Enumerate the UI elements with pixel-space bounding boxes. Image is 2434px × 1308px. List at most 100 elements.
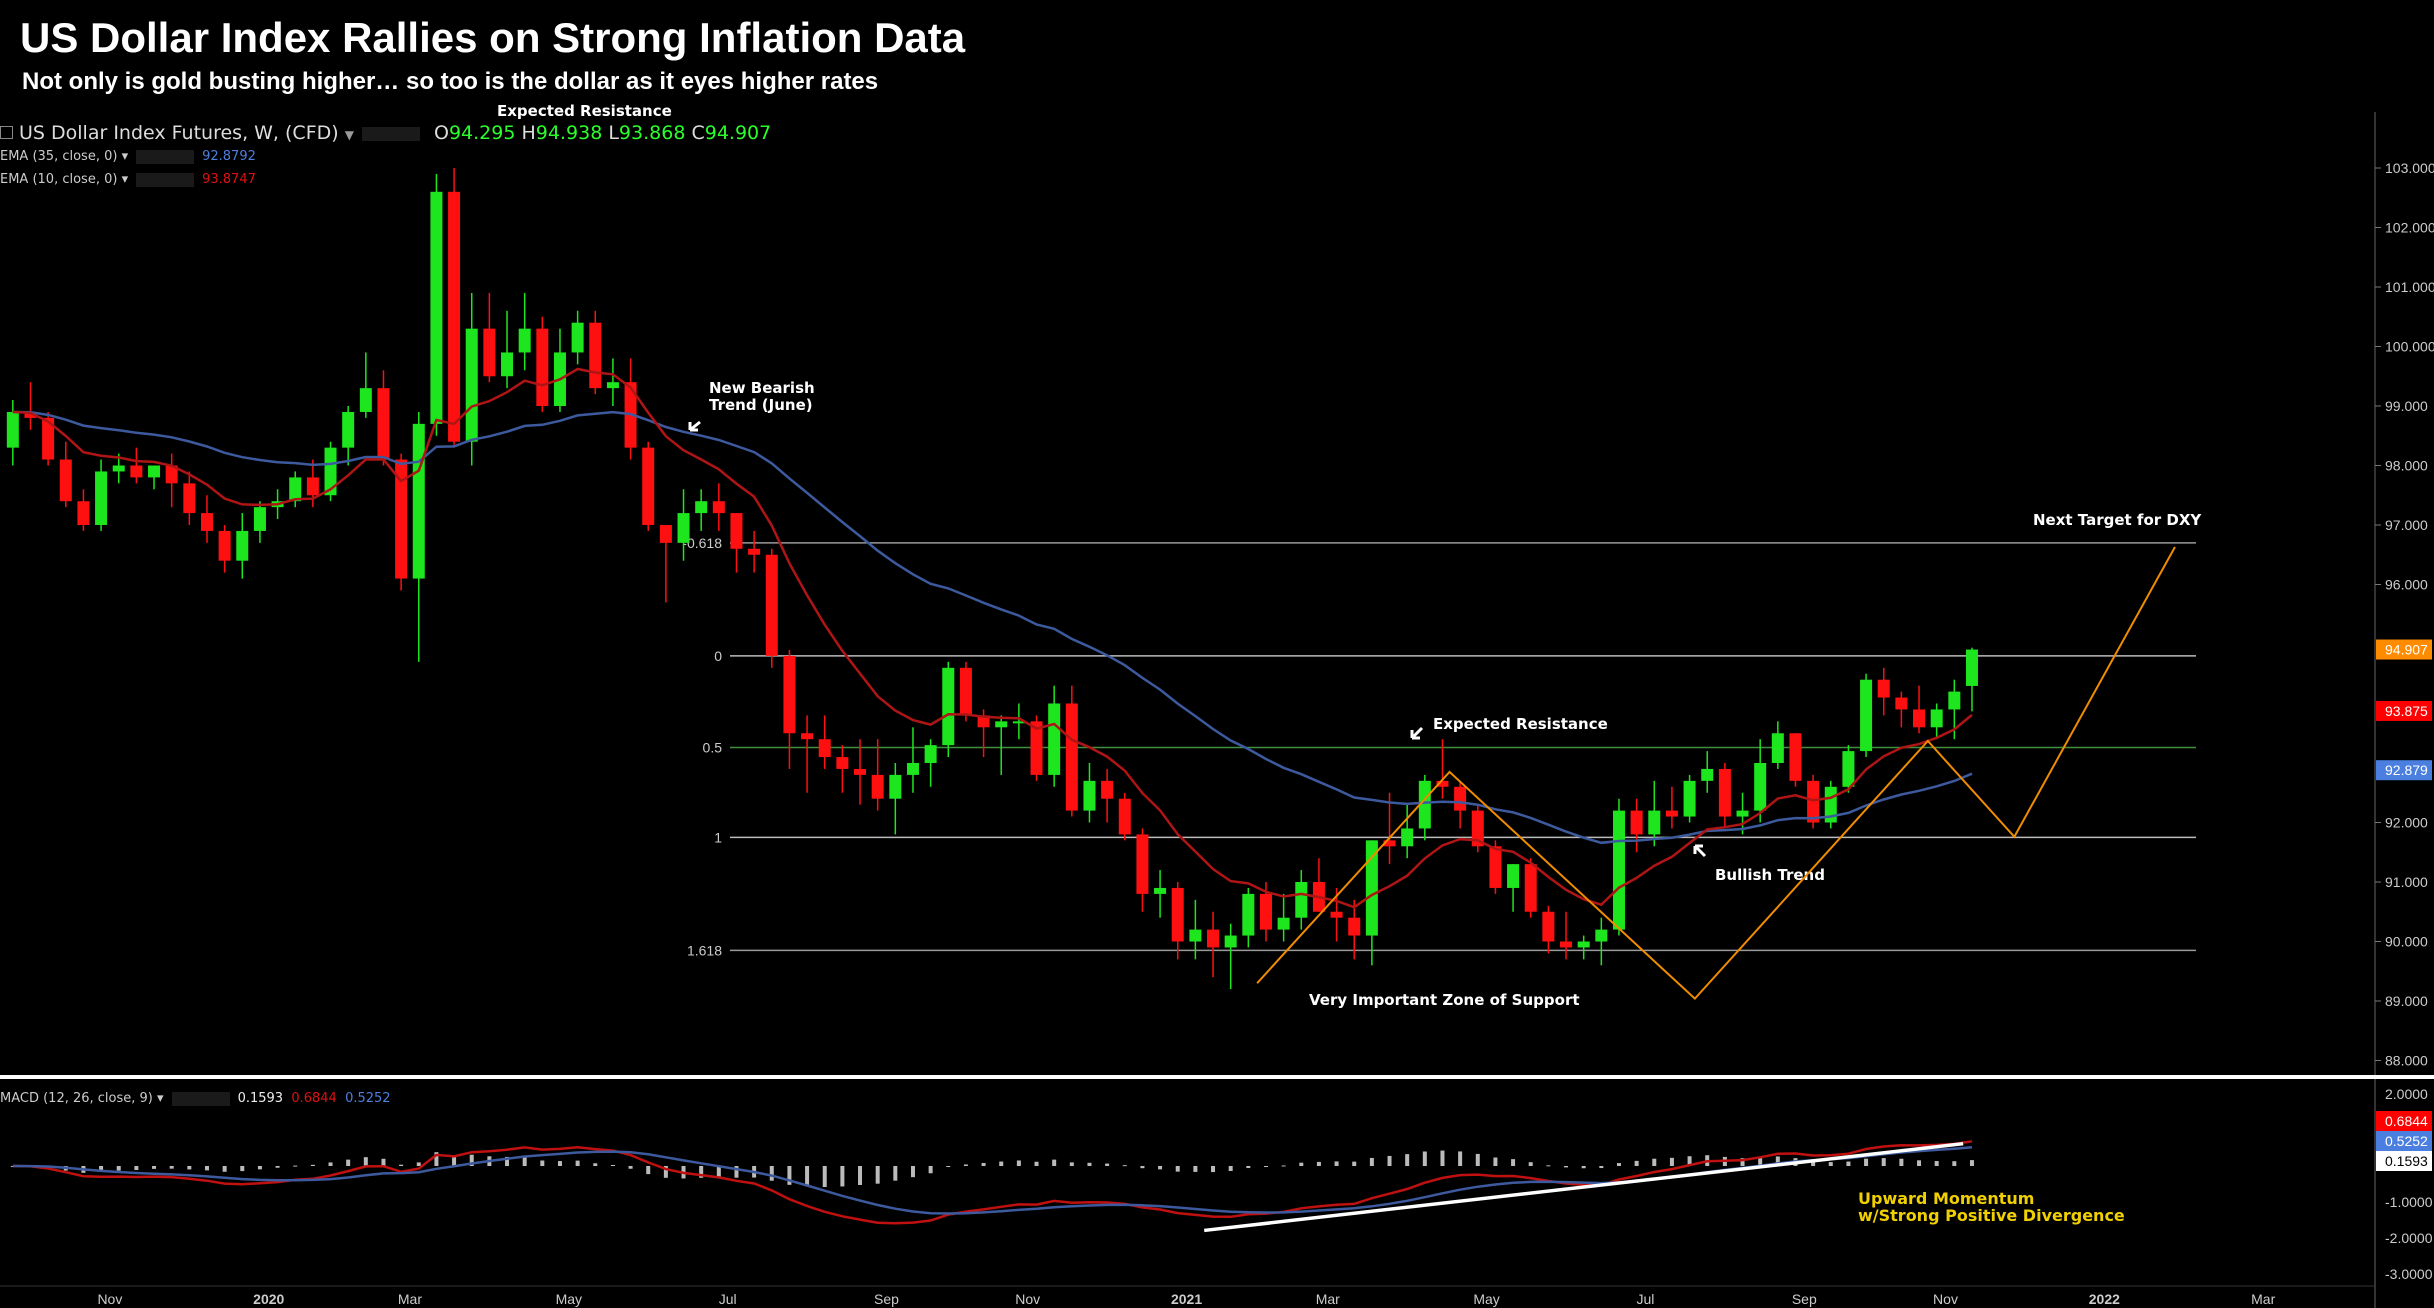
- candle-body: [1224, 935, 1237, 948]
- candle-body: [430, 191, 443, 424]
- macd-histogram-bar: [222, 1166, 227, 1172]
- settings-icons[interactable]: [171, 1091, 230, 1106]
- macd-tick-label: -2.0000: [2385, 1230, 2433, 1246]
- ema10-legend[interactable]: EMA (10, close, 0) ▾ 93.8747: [0, 172, 256, 187]
- candle-body: [6, 411, 19, 448]
- macd-histogram-bar: [469, 1154, 474, 1166]
- macd-histogram-bar: [1564, 1166, 1569, 1168]
- macd-label[interactable]: MACD (12, 26, close, 9): [0, 1091, 153, 1106]
- dropdown-icon[interactable]: ▾: [121, 172, 129, 187]
- candle-body: [218, 530, 231, 561]
- macd-histogram-bar: [999, 1161, 1004, 1166]
- fib-label: 0: [714, 648, 722, 664]
- candle-body: [130, 465, 143, 478]
- price-axis[interactable]: 88.000 89.000 90.000 91.000 92.000 96.000 97.0…: [2375, 160, 2434, 1282]
- ema10-label[interactable]: EMA (10, close, 0): [0, 172, 118, 187]
- price-badge-label: 94.907: [2385, 642, 2428, 658]
- time-label: Jul: [1636, 1291, 1654, 1307]
- time-label: May: [1473, 1291, 1499, 1307]
- settings-icons[interactable]: [136, 149, 195, 164]
- collapse-icon[interactable]: [0, 126, 13, 139]
- time-label: Mar: [1316, 1291, 1340, 1307]
- macd-histogram-bar: [452, 1156, 457, 1166]
- candle-body: [1189, 929, 1202, 942]
- macd-histogram-bar: [1281, 1165, 1286, 1167]
- ema35-legend[interactable]: EMA (35, close, 0) ▾ 92.8792: [0, 149, 256, 164]
- candle-body: [1242, 893, 1255, 936]
- candle-body: [1101, 780, 1114, 799]
- candle-body: [1207, 929, 1220, 948]
- low-label: L: [608, 122, 619, 144]
- macd-histogram-bar: [1599, 1166, 1604, 1169]
- macd-histogram-bar: [240, 1166, 245, 1172]
- candle-body: [1913, 709, 1926, 728]
- price-tick-label: 89.000: [2385, 993, 2428, 1009]
- macd-histogram-bar: [946, 1166, 951, 1168]
- macd-histogram-bar: [1846, 1161, 1851, 1166]
- annotation-momentum-line1: Upward Momentum: [1858, 1189, 2034, 1208]
- candle-body: [1754, 763, 1767, 811]
- macd-legend[interactable]: MACD (12, 26, close, 9) ▾ 0.1593 0.6844 0…: [0, 1091, 391, 1106]
- candle-body: [1789, 733, 1802, 781]
- candle-body: [1948, 691, 1961, 710]
- ema35-label[interactable]: EMA (35, close, 0): [0, 149, 118, 164]
- macd-histogram-bar: [787, 1166, 792, 1185]
- candle-body: [871, 774, 884, 799]
- symbol-name[interactable]: US Dollar Index Futures, W, (CFD): [19, 122, 339, 144]
- time-label: 2021: [1171, 1291, 1202, 1307]
- price-tick-label: 98.000: [2385, 458, 2428, 474]
- candle-body: [183, 483, 196, 514]
- settings-icons[interactable]: [136, 172, 195, 187]
- dropdown-icon[interactable]: ▾: [157, 1091, 164, 1106]
- macd-badge: [2376, 1131, 2432, 1151]
- time-label: 2022: [2089, 1291, 2120, 1307]
- candle-body: [906, 763, 919, 775]
- price-tick-label: 101.000: [2385, 279, 2434, 295]
- macd-histogram-bar: [1969, 1160, 1974, 1166]
- macd-histogram-bar: [1775, 1156, 1780, 1166]
- macd-histogram-bar: [1052, 1159, 1057, 1166]
- macd-badge: [2376, 1151, 2432, 1171]
- price-pane[interactable]: [6, 168, 1978, 990]
- candle-body: [501, 352, 514, 377]
- macd-histogram-bar: [593, 1163, 598, 1166]
- macd-badge: [2376, 1111, 2432, 1131]
- projection-zigzag: [1256, 546, 2176, 1001]
- macd-histogram-bar: [1263, 1166, 1268, 1168]
- macd-divergence-trendline: [1204, 1141, 1964, 1233]
- dropdown-icon[interactable]: ▾: [121, 149, 129, 164]
- candle-body: [359, 388, 372, 412]
- arrow-icon: [688, 420, 701, 432]
- candle-body: [1454, 786, 1467, 811]
- price-tick-label: 92.000: [2385, 815, 2428, 831]
- candle-body: [1136, 834, 1149, 894]
- candle-body: [112, 465, 125, 472]
- candle-body: [942, 667, 955, 746]
- symbol-legend[interactable]: US Dollar Index Futures, W, (CFD) ▼ O94.…: [0, 122, 771, 144]
- time-label: Sep: [874, 1291, 899, 1307]
- time-label: Jul: [719, 1291, 737, 1307]
- settings-icons[interactable]: [361, 126, 420, 141]
- time-axis[interactable]: Nov 2020 Mar May Jul Sep Nov 2021 Mar May Jul Sep No…: [97, 1291, 2275, 1307]
- annotations: Expected Resistance New Bearish Trend (J…: [497, 102, 2202, 1225]
- candle-body: [1842, 751, 1855, 787]
- candle-body: [306, 477, 319, 496]
- candle-body: [1665, 810, 1678, 817]
- candle-body: [1718, 768, 1731, 817]
- macd-histogram-bar: [1034, 1161, 1039, 1166]
- candle-body: [1118, 798, 1131, 835]
- macd-histogram-bar: [1616, 1163, 1621, 1166]
- macd-histogram-bar: [663, 1166, 668, 1178]
- dropdown-icon[interactable]: ▼: [344, 128, 354, 142]
- macd-histogram-bar: [540, 1160, 545, 1166]
- macd-histogram-bar: [628, 1166, 633, 1169]
- time-label: Mar: [2251, 1291, 2275, 1307]
- candle-body: [342, 411, 355, 448]
- candle-body: [165, 465, 178, 484]
- macd-histogram-bar: [257, 1166, 262, 1170]
- price-tick-label: 96.000: [2385, 577, 2428, 593]
- macd-histogram-bar: [963, 1164, 968, 1166]
- macd-pane[interactable]: [10, 1140, 1974, 1233]
- macd-histogram-bar: [1864, 1158, 1869, 1166]
